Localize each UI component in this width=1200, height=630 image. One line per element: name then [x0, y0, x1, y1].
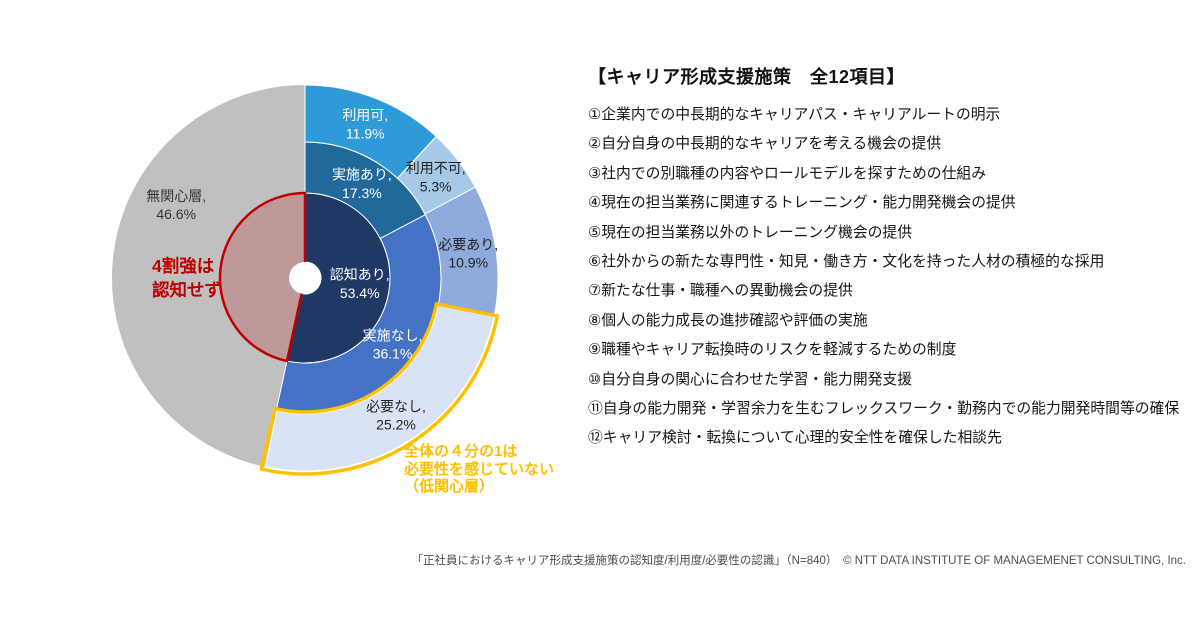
measure-item-9: ⑨職種やキャリア転換時のリスクを軽減するための制度 — [588, 342, 957, 359]
segment-label-必要あり: 必要あり, 10.9% — [438, 237, 498, 271]
measure-item-8: ⑧個人の能力成長の進捗確認や評価の実施 — [588, 312, 868, 329]
measures-panel: 【キャリア形成支援施策 全12項目】 ①企業内での中長期的なキャリアパス・キャリ… — [588, 63, 1194, 454]
measure-item-11: ⑪自身の能力開発・学習余力を生むフレックスワーク・勤務内での能力開発時間等の確保 — [588, 401, 1180, 418]
measure-item-4: ④現在の担当業務に関連するトレーニング・能力開発機会の提供 — [588, 195, 1016, 212]
source-note: 「正社員におけるキャリア形成支援施策の認知度/利用度/必要性の認識」（N=840… — [411, 555, 1186, 567]
measure-item-5: ⑤現在の担当業務以外のトレーニング機会の提供 — [588, 224, 913, 241]
annotation-not-recognized: 4割強は 認知せず — [152, 256, 222, 301]
segment-usage-necessity-3 — [264, 303, 495, 472]
segment-label-利用不可: 利用不可, 5.3% — [406, 160, 466, 194]
highlight-low-interest — [259, 302, 500, 476]
slice-uninterested — [111, 85, 305, 467]
segment-label-利用可: 利用可, 11.9% — [342, 107, 388, 141]
panel-title: 【キャリア形成支援施策 全12項目】 — [588, 67, 906, 87]
segment-label-認知あり: 認知あり, 53.4% — [330, 267, 390, 301]
segment-label-実施あり: 実施あり, 17.3% — [332, 167, 392, 201]
measure-item-10: ⑩自分自身の関心に合わせた学習・能力開発支援 — [588, 371, 913, 388]
segment-label-無関心層: 無関心層, 46.6% — [146, 188, 206, 222]
measure-item-7: ⑦新たな仕事・職種への異動機会の提供 — [588, 283, 853, 300]
measure-item-6: ⑥社外からの新たな専門性・知見・働き方・文化を持った人材の積極的な採用 — [588, 254, 1105, 271]
annotation-low-interest: 全体の４分の1は 必要性を感じていない （低関心層） — [404, 443, 555, 496]
measure-item-1: ①企業内での中長期的なキャリアパス・キャリアルートの明示 — [588, 107, 1001, 123]
segment-label-必要なし: 必要なし, 25.2% — [366, 398, 426, 432]
sunburst-chart: 認知あり, 53.4% 実施あり, 17.3% 実施なし, 36.1% 利用可, 11.9% 利… — [111, 84, 500, 476]
measure-item-12: ⑫キャリア検討・転換について心理的安全性を確保した相談先 — [588, 430, 1002, 447]
measure-item-2: ②自分自身の中長期的なキャリアを考える機会の提供 — [588, 136, 942, 153]
center-hole — [289, 262, 321, 294]
measures-list: ①企業内での中長期的なキャリアパス・キャリアルートの明示 ②自分自身の中長期的な… — [588, 101, 1194, 454]
measure-item-3: ③社内での別職種の内容やロールモデルを探すための仕組み — [588, 165, 986, 182]
segment-label-実施なし: 実施なし, 36.1% — [363, 327, 423, 361]
highlight-not-recognized — [218, 191, 307, 363]
